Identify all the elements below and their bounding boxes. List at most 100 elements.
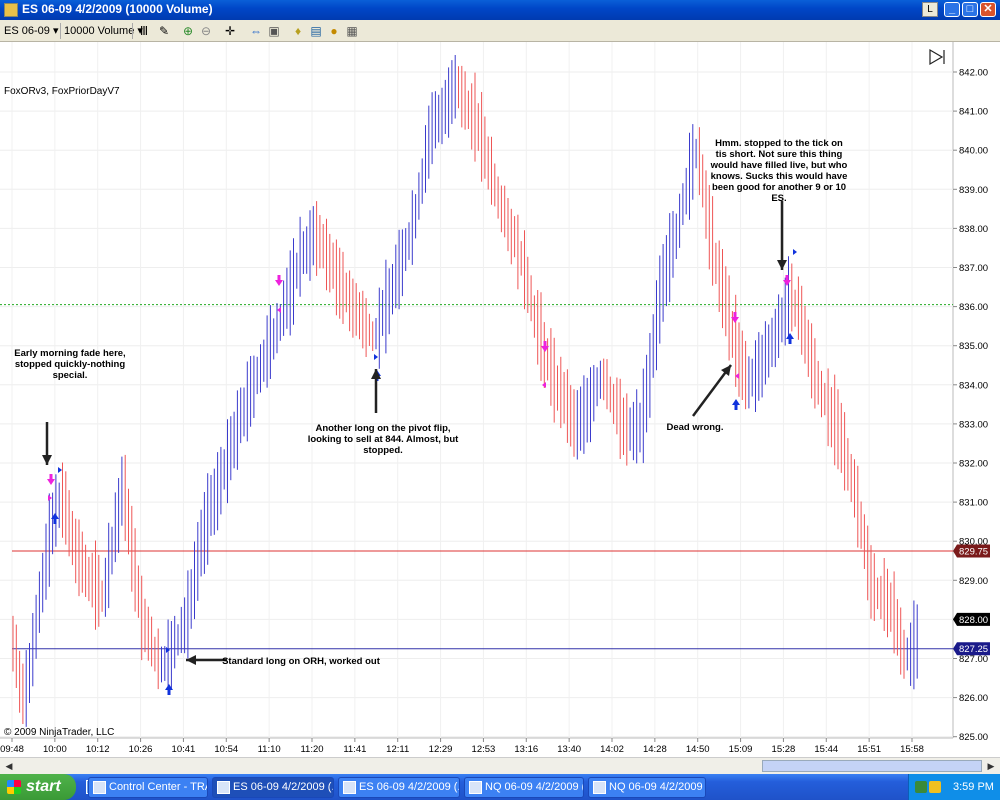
scroll-right-icon[interactable]: ▶ bbox=[987, 761, 995, 771]
scroll-left-icon[interactable]: ◀ bbox=[5, 761, 13, 771]
annotation-dead: Dead wrong. bbox=[666, 422, 723, 433]
annotation-hmm-line: would have filled live, but who bbox=[710, 160, 848, 171]
zoom-out-icon[interactable]: ⊖ bbox=[200, 24, 212, 38]
annotation-standard: Standard long on ORH, worked out bbox=[222, 656, 381, 667]
window-icon bbox=[343, 781, 356, 794]
instrument-selector[interactable]: ES 06-09 ▾ bbox=[4, 23, 58, 39]
blue-line-marker-label: 827.25 bbox=[959, 644, 988, 655]
red-line-marker-label: 829.75 bbox=[959, 546, 988, 557]
taskbar-item-es-2[interactable]: ES 06-09 4/2/2009 (... bbox=[338, 777, 460, 798]
short-exit-marker bbox=[277, 307, 281, 313]
time-label: 11:41 bbox=[343, 744, 366, 755]
maximize-button[interactable]: □ bbox=[962, 2, 978, 17]
red-line-marker bbox=[953, 544, 990, 558]
chevron-down-icon: ▾ bbox=[137, 25, 143, 37]
long-entry-arrow bbox=[786, 333, 794, 344]
price-label: 839.00 bbox=[959, 185, 988, 196]
zoom-in-icon[interactable]: ⊕ bbox=[182, 24, 194, 38]
last-price-marker bbox=[953, 612, 990, 626]
price-label: 833.00 bbox=[959, 419, 988, 430]
close-button[interactable]: ✕ bbox=[980, 2, 996, 17]
properties-icon[interactable]: ▣ bbox=[268, 24, 280, 38]
short-exit-marker bbox=[48, 495, 52, 501]
network-icon[interactable] bbox=[915, 781, 927, 793]
crosshair-icon[interactable]: ✛ bbox=[224, 24, 236, 38]
toolbar-separator bbox=[60, 23, 61, 39]
title-bar: ES 06-09 4/2/2009 (10000 Volume) L _ □ ✕ bbox=[0, 0, 1000, 20]
time-label: 15:09 bbox=[729, 744, 753, 755]
time-label: 15:28 bbox=[772, 744, 796, 755]
copyright-label: © 2009 NinjaTrader, LLC bbox=[4, 727, 115, 738]
price-label: 825.00 bbox=[959, 732, 988, 743]
dead-arrow-head bbox=[721, 365, 731, 376]
long-exit-marker bbox=[58, 467, 62, 473]
layout-button[interactable]: L bbox=[922, 2, 938, 17]
short-entry-arrow bbox=[783, 275, 791, 286]
long-exit-marker bbox=[793, 249, 797, 255]
time-label: 10:12 bbox=[86, 744, 110, 755]
toolbar-separator bbox=[132, 23, 133, 39]
price-label: 826.00 bbox=[959, 693, 988, 704]
price-label: 835.00 bbox=[959, 341, 988, 352]
price-label: 840.00 bbox=[959, 146, 988, 157]
indicators-label: FoxORv3, FoxPriorDayV7 bbox=[4, 86, 120, 97]
annotation-hmm-line: knows. Sucks this would have bbox=[711, 171, 848, 182]
short-entry-arrow bbox=[731, 312, 739, 323]
time-label: 15:51 bbox=[857, 744, 881, 755]
instrument-label: ES 06-09 bbox=[4, 25, 50, 37]
panel-toggle-icon[interactable] bbox=[929, 48, 945, 66]
annotation-pivot: Another long on the pivot flip, looking t… bbox=[308, 423, 459, 456]
app-icon bbox=[4, 3, 18, 17]
start-button[interactable]: start bbox=[0, 774, 76, 800]
chart-toolbar: ES 06-09 ▾ 10000 Volume ▾ Ⅲ ✎ ⊕ ⊖ ✛ ⇔ ▣ … bbox=[0, 20, 1000, 42]
price-label: 841.00 bbox=[959, 107, 988, 118]
chart-signals bbox=[47, 249, 797, 695]
annotation-hmm-line: ES. bbox=[771, 193, 786, 204]
price-axis: 842.00 841.00 840.00 839.00 838.00 837.00 836.… bbox=[953, 68, 990, 743]
strategy-icon[interactable]: ♦ bbox=[294, 24, 302, 38]
volume-icon[interactable] bbox=[929, 781, 941, 793]
interval-selector[interactable]: 10000 Volume ▾ bbox=[64, 23, 143, 39]
annotation-early-line: special. bbox=[53, 370, 88, 381]
annotation-early: Early morning fade here, stopped quickly-… bbox=[14, 348, 125, 381]
window-title: ES 06-09 4/2/2009 (10000 Volume) bbox=[22, 2, 213, 16]
window-icon bbox=[217, 781, 230, 794]
annotation-hmm: Hmm. stopped to the tick on tis short. No… bbox=[710, 138, 848, 204]
scroll-icon[interactable]: ⇔ bbox=[250, 24, 262, 38]
annotation-hmm-line: been good for another 9 or 10 bbox=[712, 182, 846, 193]
horizontal-scrollbar[interactable]: ◀ ▶ bbox=[0, 757, 1000, 775]
taskbar-item-nq-2[interactable]: NQ 06-09 4/2/2009 (... bbox=[588, 777, 706, 798]
time-label: 11:10 bbox=[258, 744, 281, 755]
price-label: 836.00 bbox=[959, 302, 988, 313]
scroll-thumb[interactable] bbox=[762, 760, 982, 772]
time-label: 15:58 bbox=[900, 744, 924, 755]
taskbar-item-label: NQ 06-09 4/2/2009 (... bbox=[485, 781, 584, 793]
taskbar-item-es-1[interactable]: ES 06-09 4/2/2009 (... bbox=[212, 777, 334, 798]
long-exit-marker bbox=[374, 354, 378, 360]
minimize-button[interactable]: _ bbox=[944, 2, 960, 17]
taskbar-item-nq-1[interactable]: NQ 06-09 4/2/2009 (... bbox=[464, 777, 584, 798]
time-label: 12:29 bbox=[429, 744, 453, 755]
taskbar-item-label: NQ 06-09 4/2/2009 (... bbox=[609, 781, 705, 793]
dead-arrow bbox=[691, 364, 733, 417]
annotation-pivot-line: Another long on the pivot flip, bbox=[315, 423, 450, 434]
taskbar-item-control-center[interactable]: Control Center - TRA... bbox=[88, 777, 208, 798]
short-entry-arrow bbox=[47, 474, 55, 485]
data-box-icon[interactable]: ▤ bbox=[310, 24, 322, 38]
price-chart[interactable]: Early morning fade here, stopped quickly-… bbox=[0, 42, 1000, 756]
long-entry-arrow bbox=[732, 399, 740, 410]
taskbar-item-label: ES 06-09 4/2/2009 (... bbox=[233, 781, 334, 793]
time-label: 13:40 bbox=[557, 744, 581, 755]
price-label: 834.00 bbox=[959, 380, 988, 391]
order-icon[interactable]: ▦ bbox=[346, 24, 358, 38]
annotation-hmm-line: Hmm. stopped to the tick on bbox=[715, 138, 843, 149]
alert-icon[interactable]: ● bbox=[330, 24, 338, 38]
annotation-standard-line: Standard long on ORH, worked out bbox=[222, 656, 381, 667]
time-label: 12:53 bbox=[472, 744, 496, 755]
price-label: 827.00 bbox=[959, 654, 988, 665]
pencil-icon[interactable]: ✎ bbox=[158, 24, 170, 38]
bar-style-icon[interactable]: Ⅲ bbox=[139, 24, 149, 38]
annotation-pivot-line: looking to sell at 844. Almost, but bbox=[308, 434, 459, 445]
annotation-pivot-line: stopped. bbox=[363, 445, 403, 456]
hmm-arrow-head bbox=[777, 260, 787, 270]
